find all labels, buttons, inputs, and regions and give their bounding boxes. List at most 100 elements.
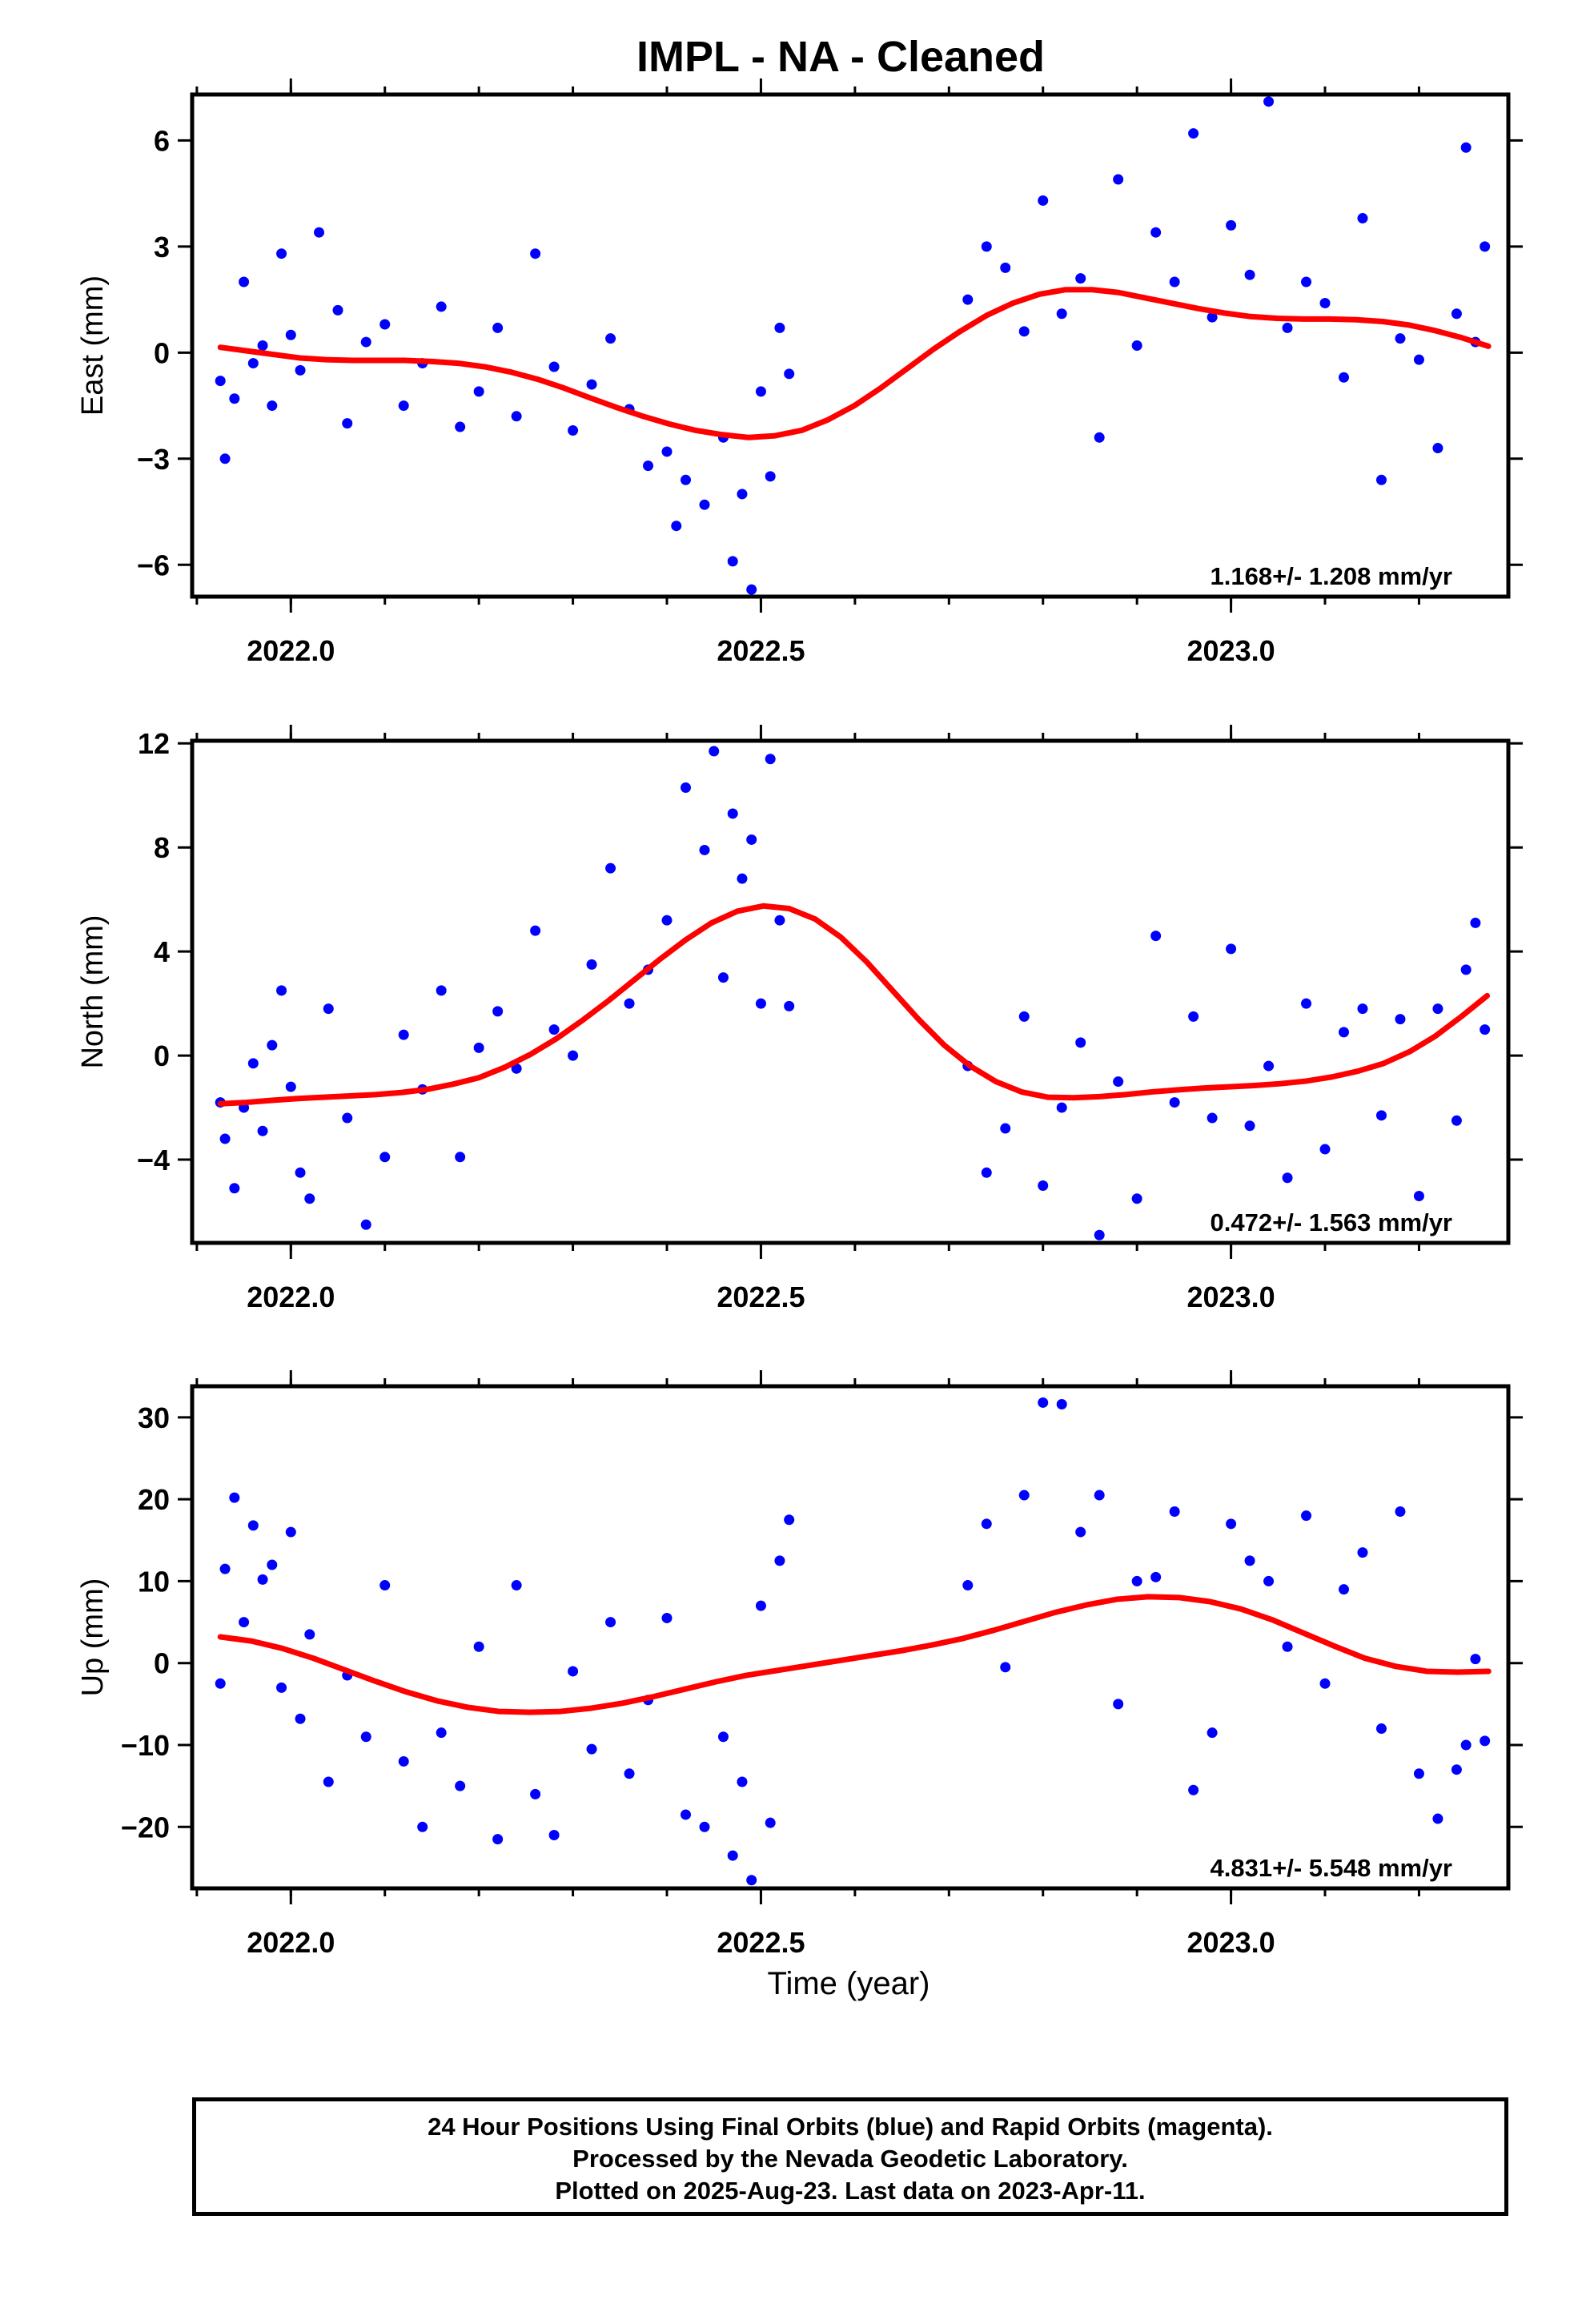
data-point — [304, 1193, 315, 1204]
data-point — [681, 782, 691, 793]
data-point — [239, 1617, 250, 1628]
data-point — [765, 754, 776, 765]
data-point — [568, 1666, 579, 1677]
data-point — [530, 248, 541, 259]
data-point — [624, 998, 635, 1009]
footer-line-2: Processed by the Nevada Geodetic Laborat… — [572, 2145, 1128, 2173]
data-point — [605, 862, 616, 874]
data-point — [1282, 322, 1293, 333]
data-point — [1357, 1003, 1368, 1015]
data-point — [709, 746, 720, 757]
data-point — [1244, 269, 1255, 280]
panel-1: 2022.0 2022.5 2023.0 −6 −3 0 3 6 East (mm) 1.168+… — [76, 78, 1523, 667]
data-point — [1451, 308, 1462, 320]
data-point — [247, 1520, 259, 1531]
footer-box: 24 Hour Positions Using Final Orbits (bl… — [192, 2097, 1508, 2216]
data-point — [276, 985, 287, 996]
data-point — [1460, 142, 1472, 153]
data-point — [774, 322, 785, 333]
y-axis-label: North (mm) — [76, 915, 110, 1068]
data-point — [586, 959, 597, 970]
data-point — [492, 322, 504, 333]
x-tick-label: 2022.5 — [717, 1926, 805, 1959]
data-point — [455, 421, 466, 432]
data-point — [737, 1776, 748, 1787]
data-point — [1480, 241, 1491, 252]
data-point — [314, 227, 325, 238]
data-point — [267, 1559, 278, 1570]
data-layer — [215, 746, 1491, 1240]
data-point — [1451, 1115, 1462, 1126]
data-point — [229, 393, 240, 404]
data-point — [1413, 354, 1424, 365]
data-point — [342, 418, 353, 429]
data-point — [257, 340, 268, 351]
data-point — [398, 1755, 409, 1767]
data-point — [295, 1713, 306, 1724]
data-point — [737, 873, 748, 884]
data-point — [548, 1024, 560, 1035]
data-point — [727, 808, 738, 819]
data-point — [332, 304, 343, 316]
data-point — [1207, 1112, 1218, 1124]
data-point — [1339, 1027, 1349, 1038]
data-point — [1413, 1191, 1424, 1202]
data-point — [360, 1219, 371, 1230]
data-point — [492, 1006, 504, 1017]
data-point — [1169, 276, 1180, 287]
x-tick-label: 2022.0 — [247, 634, 335, 667]
data-point — [717, 1731, 729, 1743]
data-point — [473, 1042, 484, 1053]
data-point — [1244, 1555, 1255, 1566]
data-point — [1432, 1813, 1443, 1824]
data-point — [717, 972, 729, 983]
data-point — [962, 1580, 974, 1591]
data-point — [568, 1050, 579, 1061]
x-tick-label: 2022.5 — [717, 634, 805, 667]
data-point — [379, 1580, 391, 1591]
data-point — [727, 556, 738, 567]
data-point — [1207, 312, 1218, 323]
data-point — [643, 460, 654, 472]
data-point — [1188, 1784, 1199, 1795]
data-point — [1460, 964, 1472, 975]
data-point — [981, 1167, 992, 1178]
data-point — [765, 471, 776, 482]
x-axis-label: Time (year) — [768, 1966, 930, 2001]
data-point — [1339, 372, 1349, 383]
data-point — [981, 241, 992, 252]
data-point — [219, 453, 231, 464]
fit-curve — [217, 1594, 1492, 1715]
data-point — [1357, 1547, 1368, 1558]
page-title: IMPL - NA - Cleaned — [636, 33, 1046, 81]
fit-curve — [217, 287, 1492, 440]
data-point — [530, 925, 541, 936]
data-point — [323, 1776, 334, 1787]
data-point — [784, 1514, 795, 1526]
data-point — [511, 411, 522, 422]
data-point — [774, 915, 785, 926]
data-point — [1282, 1641, 1293, 1652]
data-point — [455, 1152, 466, 1163]
data-point — [257, 1125, 268, 1136]
data-point — [586, 1743, 597, 1755]
data-point — [671, 521, 682, 532]
data-point — [1018, 326, 1030, 337]
data-point — [285, 1526, 296, 1538]
data-point — [661, 446, 673, 457]
data-point — [1038, 1180, 1049, 1192]
data-point — [276, 248, 287, 259]
data-point — [398, 400, 409, 412]
data-point — [360, 1731, 371, 1743]
data-point — [1018, 1011, 1030, 1022]
data-point — [1169, 1097, 1180, 1108]
y-tick-label: 8 — [154, 831, 170, 864]
data-point — [229, 1183, 240, 1194]
data-point — [219, 1563, 231, 1574]
y-tick-label: 4 — [154, 935, 170, 968]
data-point — [1480, 1024, 1491, 1035]
data-point — [1150, 227, 1162, 238]
data-point — [1395, 1506, 1406, 1517]
data-point — [511, 1580, 522, 1591]
data-point — [755, 998, 766, 1009]
